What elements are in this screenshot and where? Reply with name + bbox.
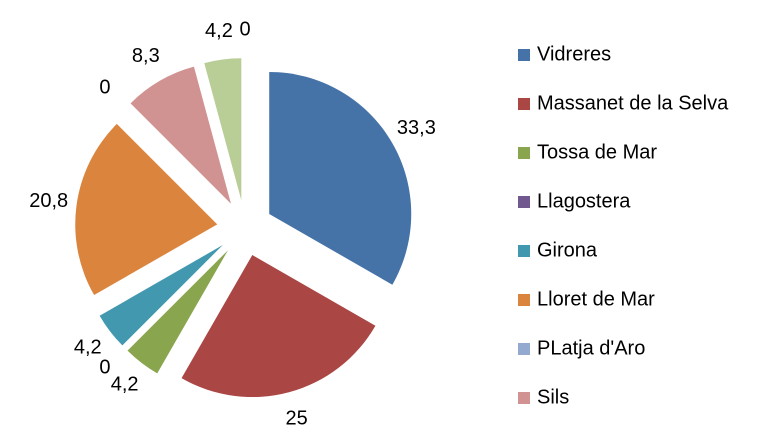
legend-label: Lloret de Mar bbox=[537, 288, 655, 310]
pie-slice bbox=[181, 255, 376, 398]
data-label: 25 bbox=[286, 407, 308, 429]
legend-swatch bbox=[518, 147, 530, 159]
legend-label: Tossa de Mar bbox=[537, 141, 657, 163]
legend-label: Massanet de la Selva bbox=[537, 92, 729, 114]
legend-swatch bbox=[518, 294, 530, 306]
data-label: 33,3 bbox=[397, 117, 436, 139]
legend-swatch bbox=[518, 245, 530, 257]
legend-swatch bbox=[518, 392, 530, 404]
pie-slice bbox=[130, 66, 231, 204]
legend-label: Girona bbox=[537, 239, 598, 261]
pie-slice bbox=[75, 123, 218, 296]
data-label: 20,8 bbox=[29, 190, 68, 212]
data-label: 4,2 bbox=[111, 373, 139, 395]
legend-swatch bbox=[518, 98, 530, 110]
legend-label: Sils bbox=[537, 386, 569, 408]
data-label: 0 bbox=[99, 356, 110, 378]
legend-label: PLatja d'Aro bbox=[537, 337, 645, 359]
pie-slice bbox=[127, 250, 228, 374]
legend-swatch bbox=[518, 196, 530, 208]
data-label: 8,3 bbox=[132, 45, 160, 67]
legend-label: Vidreres bbox=[537, 43, 611, 65]
data-label: 0 bbox=[99, 76, 110, 98]
legend-swatch bbox=[518, 49, 530, 61]
data-label: 0 bbox=[239, 18, 250, 40]
pie-slice bbox=[99, 245, 223, 346]
pie-slice bbox=[204, 58, 242, 201]
data-label: 4,2 bbox=[205, 20, 233, 42]
data-label: 4,2 bbox=[74, 337, 102, 359]
pie-slice bbox=[269, 71, 412, 285]
legend-swatch bbox=[518, 343, 530, 355]
legend-label: Llagostera bbox=[537, 190, 631, 212]
